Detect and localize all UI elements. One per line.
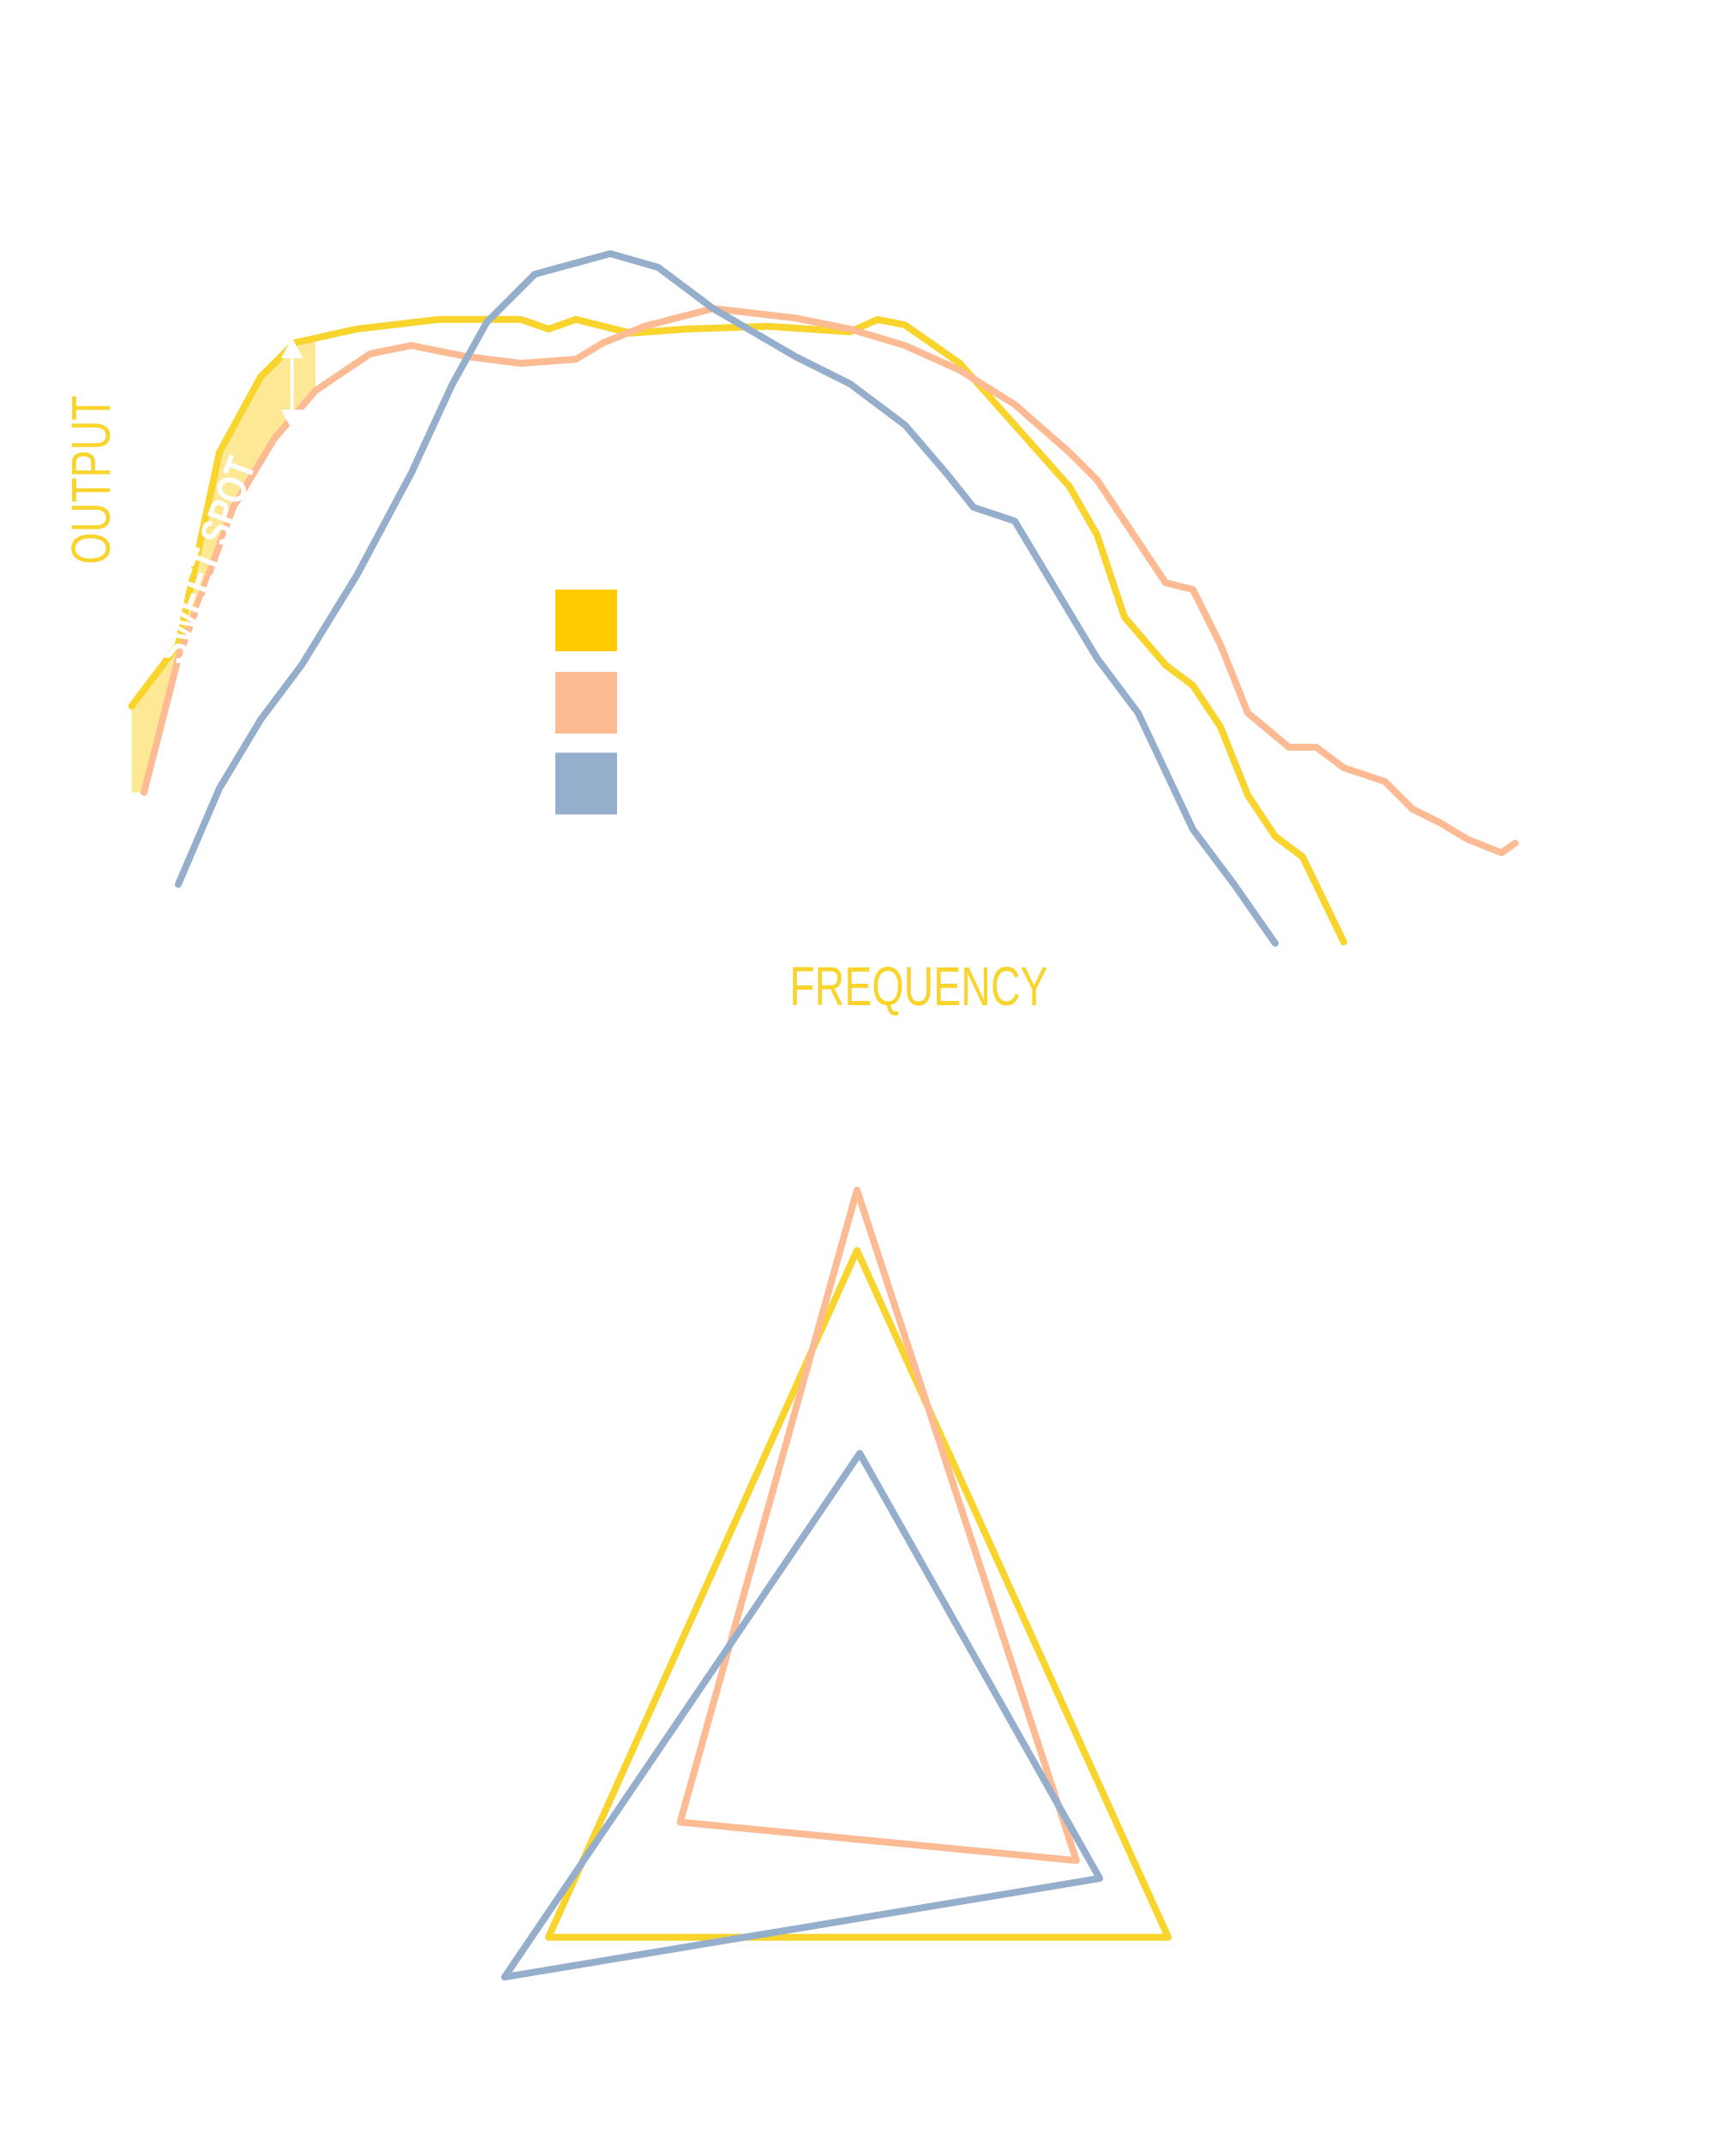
sweet-spot-band — [131, 338, 315, 793]
legend-swatch — [555, 672, 617, 734]
sweet-spot-arrow — [280, 338, 303, 430]
blue-triangle — [500, 1450, 1104, 1981]
y-axis-label: OUTPUT — [60, 395, 121, 564]
yellow-triangle — [545, 1247, 1172, 1941]
sweet-spot-label: SWEET SPOT — [149, 451, 266, 669]
peach-triangle — [676, 1186, 1080, 1865]
yellow-curve — [128, 315, 1347, 946]
peach-curve — [141, 305, 1519, 857]
legend-swatch — [555, 752, 617, 815]
legend-swatch — [555, 590, 617, 651]
x-axis-label: FREQUENCY — [789, 955, 1047, 1016]
blue-curve — [175, 250, 1279, 947]
